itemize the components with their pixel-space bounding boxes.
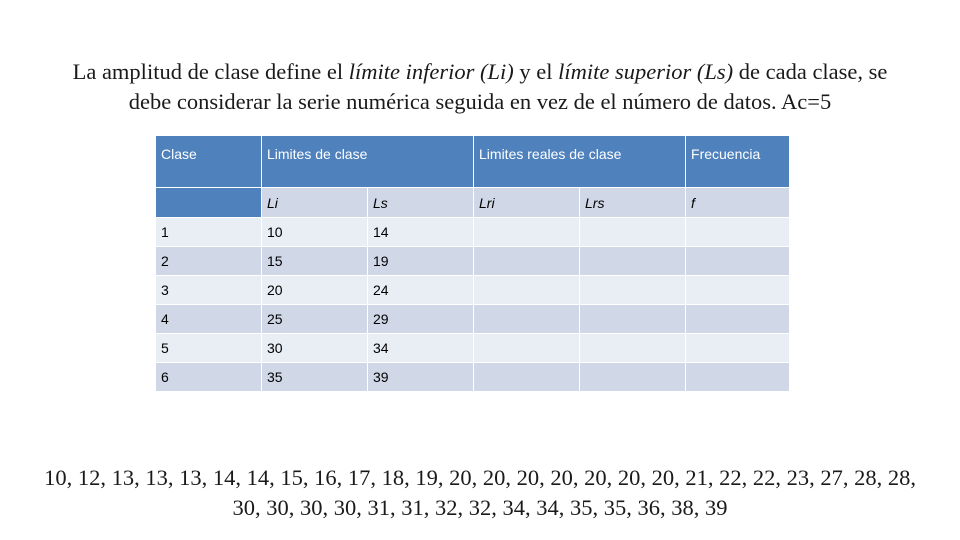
cell-lri: [473, 246, 581, 276]
upper-limit-term: límite superior (Ls): [558, 58, 734, 84]
cell-clase: 4: [155, 304, 262, 334]
data-series-text: 10, 12, 13, 13, 13, 14, 14, 15, 16, 17, …: [44, 464, 916, 520]
cell-f: [685, 246, 791, 276]
cell-lri: [473, 217, 581, 247]
cell-clase: 6: [155, 362, 262, 392]
intro-part-3: de cada clase, se debe considerar la ser…: [128, 58, 888, 114]
cell-ls: 29: [366, 304, 475, 334]
header-limites-reales: Limites reales de clase: [473, 135, 687, 188]
subheader-f: f: [685, 187, 791, 218]
cell-ls: 34: [366, 333, 475, 363]
header-clase: Clase: [155, 135, 262, 188]
cell-lrs: [579, 246, 687, 276]
subheader-lri: Lri: [473, 187, 581, 218]
intro-part-2: y el: [513, 58, 559, 84]
subheader-ls: Ls: [366, 187, 475, 218]
cell-ls: 14: [366, 217, 475, 247]
cell-lrs: [579, 217, 687, 247]
cell-li: 30: [261, 333, 368, 363]
table-row: 4 25 29: [155, 304, 791, 334]
subheader-clase-blank: [155, 187, 262, 218]
cell-li: 20: [261, 275, 368, 305]
cell-f: [685, 217, 791, 247]
cell-lrs: [579, 362, 687, 392]
cell-li: 10: [261, 217, 368, 247]
subheader-lrs: Lrs: [579, 187, 687, 218]
cell-lri: [473, 275, 581, 305]
table-row: 3 20 24: [155, 275, 791, 305]
intro-text: La amplitud de clase define el límite in…: [60, 57, 900, 117]
cell-f: [685, 304, 791, 334]
table-row: 1 10 14: [155, 217, 791, 247]
cell-lri: [473, 362, 581, 392]
header-limites: Limites de clase: [260, 135, 475, 188]
cell-lrs: [579, 275, 687, 305]
cell-ls: 19: [366, 246, 475, 276]
cell-lri: [473, 333, 581, 363]
table-header-row: Clase Limites de clase Limites reales de…: [155, 135, 791, 188]
lower-limit-term: límite inferior (Li): [348, 58, 514, 84]
intro-part-1: La amplitud de clase define el: [72, 58, 349, 84]
cell-f: [685, 333, 791, 363]
cell-clase: 2: [155, 246, 262, 276]
subheader-li: Li: [261, 187, 368, 218]
cell-ls: 39: [366, 362, 475, 392]
cell-clase: 3: [155, 275, 262, 305]
header-frecuencia: Frecuencia: [685, 135, 791, 188]
cell-lri: [473, 304, 581, 334]
table-row: 6 35 39: [155, 362, 791, 392]
cell-clase: 1: [155, 217, 262, 247]
cell-f: [685, 362, 791, 392]
cell-lrs: [579, 304, 687, 334]
cell-li: 15: [261, 246, 368, 276]
cell-ls: 24: [366, 275, 475, 305]
table-row: 5 30 34: [155, 333, 791, 363]
cell-li: 35: [261, 362, 368, 392]
cell-lrs: [579, 333, 687, 363]
cell-li: 25: [261, 304, 368, 334]
table-subheader-row: Li Ls Lri Lrs f: [155, 187, 791, 218]
frequency-table: Clase Limites de clase Limites reales de…: [155, 135, 791, 392]
cell-f: [685, 275, 791, 305]
cell-clase: 5: [155, 333, 262, 363]
table-row: 2 15 19: [155, 246, 791, 276]
